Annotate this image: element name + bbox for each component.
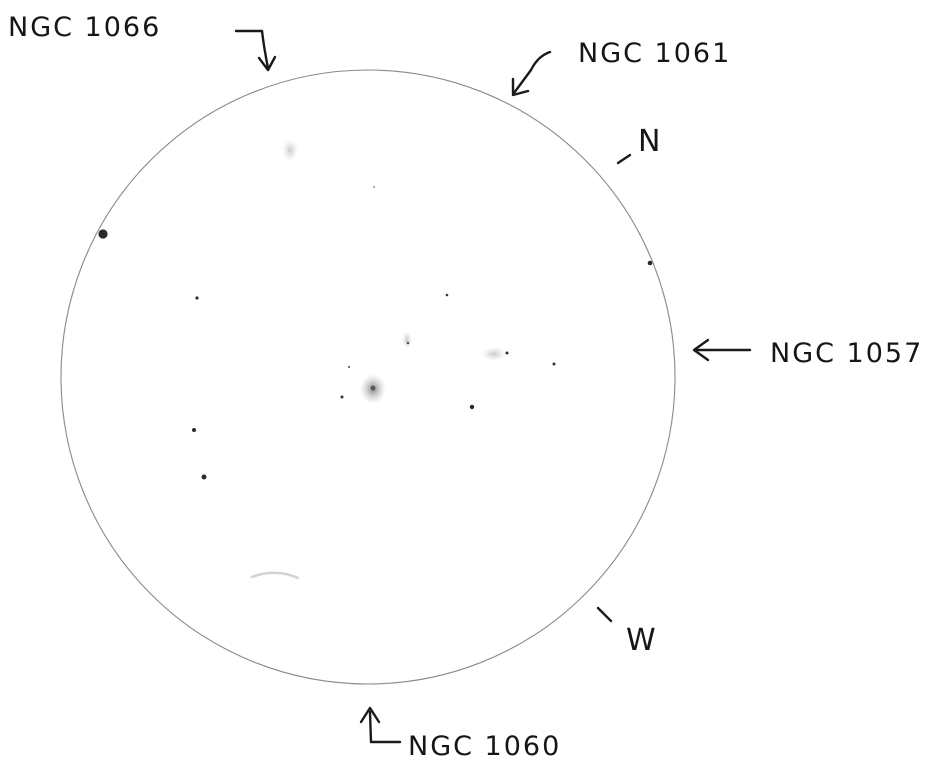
star — [406, 341, 410, 345]
star — [340, 395, 344, 399]
arrow-ngc1061-head — [511, 77, 530, 97]
north-tick — [616, 153, 632, 165]
arrow-ngc1066 — [234, 29, 270, 70]
arrow-ngc1060 — [368, 710, 402, 744]
star — [505, 351, 509, 355]
label-west: W — [626, 623, 656, 658]
arrow-ngc1061 — [512, 50, 552, 95]
star — [201, 474, 207, 480]
galaxy-ngc1061-glow — [402, 331, 412, 349]
label-north: N — [638, 124, 660, 159]
galaxy-ngc1060-core — [370, 385, 376, 391]
star — [373, 186, 375, 188]
label-ngc1061: NGC 1061 — [578, 38, 731, 69]
arrow-ngc1060-head — [359, 706, 381, 724]
star — [647, 260, 653, 266]
field-of-view-circle — [60, 69, 676, 685]
star — [192, 428, 196, 432]
label-ngc1066: NGC 1066 — [8, 12, 161, 43]
stars — [98, 186, 653, 480]
west-tick — [596, 606, 613, 623]
star — [552, 362, 556, 366]
star — [469, 404, 475, 410]
star — [98, 229, 108, 239]
star — [348, 366, 350, 368]
label-ngc1057: NGC 1057 — [770, 338, 923, 369]
star — [445, 293, 449, 297]
label-ngc1060: NGC 1060 — [408, 731, 561, 759]
faint-smudge — [250, 571, 300, 580]
arrow-ngc1066-head — [257, 55, 277, 72]
arrow-ngc1057-head — [692, 338, 710, 362]
star — [195, 296, 199, 300]
galaxy-ngc1066-glow — [282, 139, 298, 161]
galaxy-ngc1057-glow — [481, 347, 507, 361]
